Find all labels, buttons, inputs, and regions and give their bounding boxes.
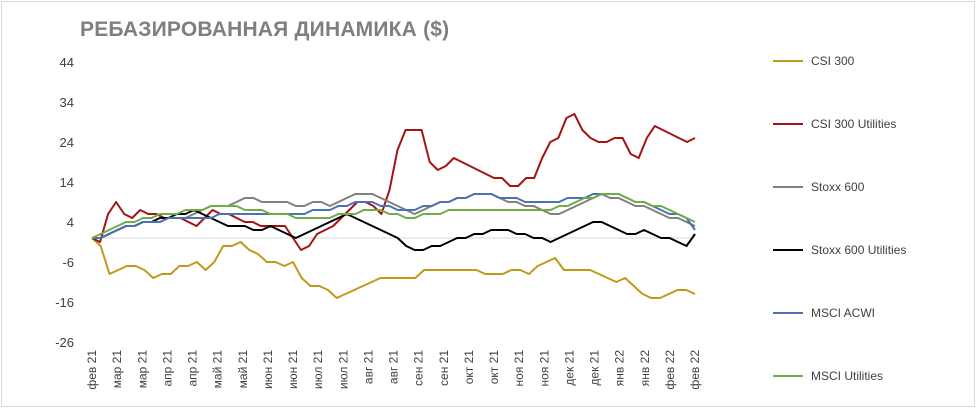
x-tick-label: окт 21 — [487, 350, 501, 385]
series-line-msci-utilities — [91, 193, 696, 239]
series-line-stoxx-600 — [92, 193, 696, 239]
legend-label: MSCI Utilities — [811, 369, 883, 383]
x-tick-label: янв 22 — [638, 350, 652, 387]
x-tick-label: апр 21 — [186, 350, 200, 387]
x-tick-label: мар 21 — [135, 350, 149, 389]
x-tick-label: июн 21 — [286, 350, 300, 389]
series-line-csi-300-utilities — [91, 113, 696, 251]
x-tick-label: май 21 — [236, 350, 250, 389]
y-tick-label: 4 — [67, 215, 74, 230]
x-tick-label: мар 21 — [110, 350, 124, 389]
x-tick-label: май 21 — [211, 350, 225, 389]
x-tick-label: дек 21 — [562, 350, 576, 386]
legend: CSI 300 CSI 300 Utilities Stoxx 600 Stoxx 6… — [773, 54, 906, 383]
legend-label: Stoxx 600 Utilities — [811, 243, 906, 257]
x-tick-label: авг 21 — [361, 350, 375, 384]
x-tick-label: июл 21 — [311, 350, 325, 389]
legend-label: MSCI ACWI — [811, 306, 875, 320]
x-tick-label: авг 21 — [387, 350, 401, 384]
x-tick-label: сен 21 — [437, 350, 451, 386]
y-tick-label: 44 — [60, 55, 74, 70]
x-tick-label: янв 22 — [613, 350, 627, 387]
series-line-csi-300 — [91, 237, 696, 299]
x-tick-label: апр 21 — [160, 350, 174, 387]
x-tick-label: ноя 21 — [537, 350, 551, 387]
legend-label: CSI 300 — [811, 54, 855, 68]
x-tick-label: сен 21 — [412, 350, 426, 386]
x-axis-ticks: фев 21 мар 21 мар 21 апр 21 апр 21 май 21 май … — [85, 350, 702, 390]
y-tick-label: -26 — [55, 335, 74, 350]
legend-label: CSI 300 Utilities — [811, 117, 896, 131]
series-line-stoxx-600-utilities — [92, 209, 696, 251]
series-line-msci-acwi — [92, 193, 696, 239]
y-tick-label: 14 — [60, 175, 74, 190]
x-tick-label: июл 21 — [336, 350, 350, 389]
legend-label: Stoxx 600 — [811, 180, 865, 194]
x-tick-label: фев 21 — [85, 350, 99, 390]
chart-title: РЕБАЗИРОВАННАЯ ДИНАМИКА ($) — [80, 18, 450, 41]
y-tick-label: -16 — [55, 295, 74, 310]
x-tick-label: фев 22 — [688, 350, 702, 390]
y-axis-ticks: 44 34 24 14 4 -6 -16 -26 — [55, 55, 74, 350]
x-tick-label: ноя 21 — [512, 350, 526, 387]
y-tick-label: -6 — [62, 255, 74, 270]
x-tick-label: дек 21 — [588, 350, 602, 386]
plot-area — [91, 113, 696, 299]
y-tick-label: 24 — [60, 135, 74, 150]
x-tick-label: фев 22 — [663, 350, 677, 390]
x-tick-label: июн 21 — [261, 350, 275, 389]
x-tick-label: окт 21 — [462, 350, 476, 385]
y-tick-label: 34 — [60, 95, 74, 110]
